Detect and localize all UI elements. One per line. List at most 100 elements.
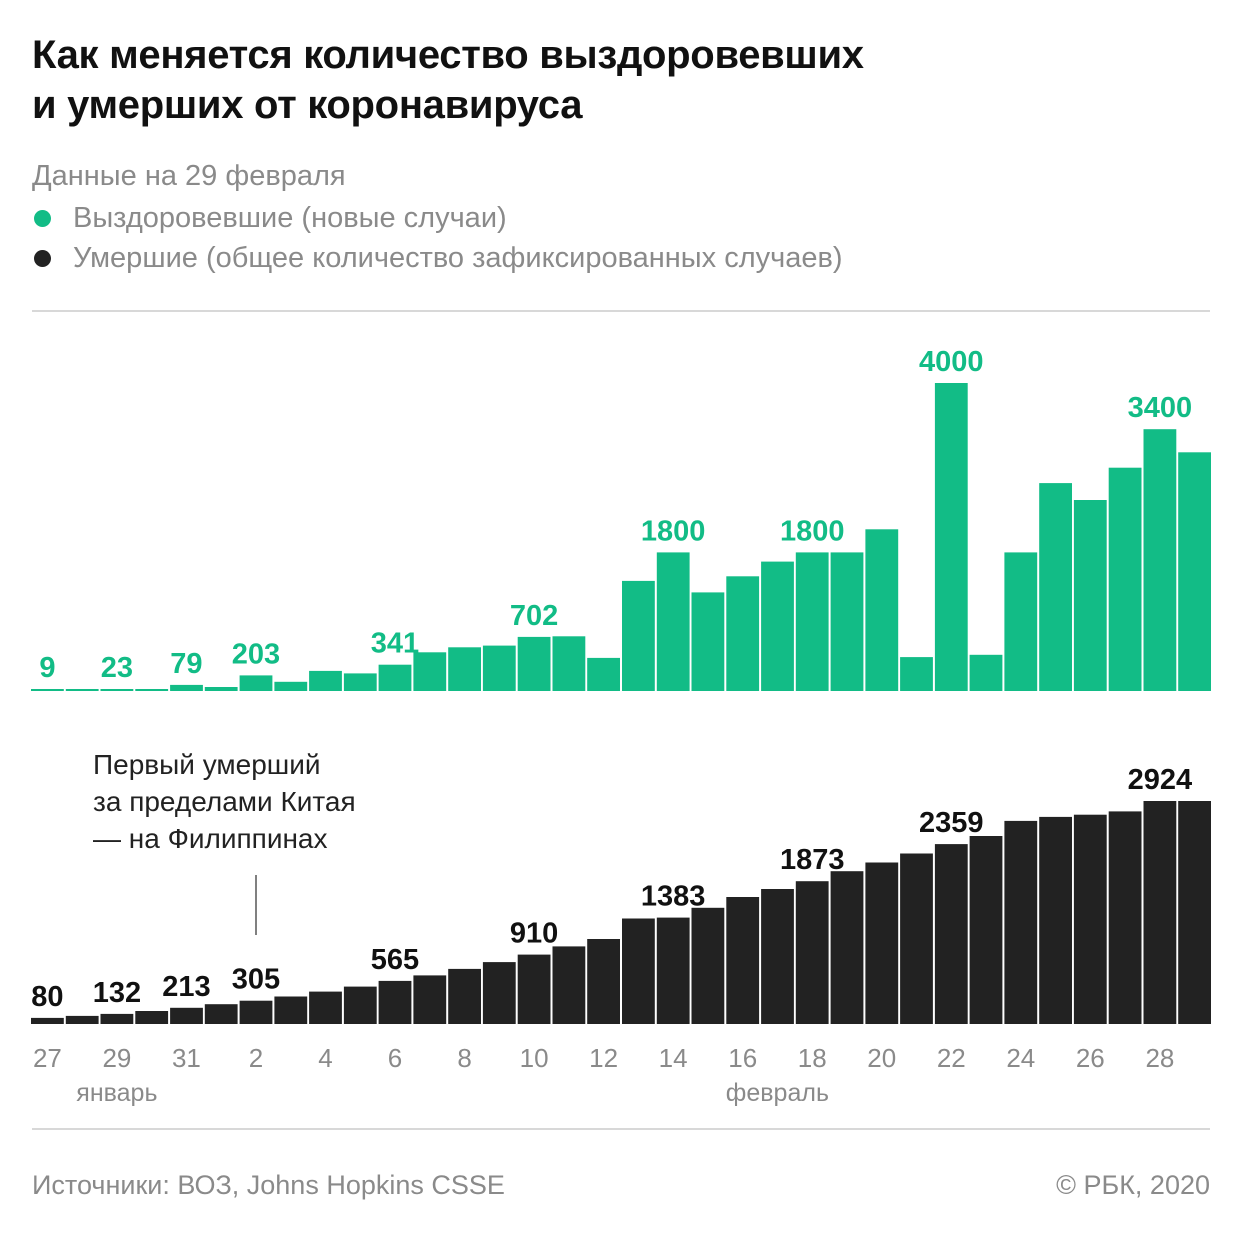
- data-label-recovered-22: 1800: [780, 515, 845, 547]
- bar-deaths-33: [1178, 801, 1211, 1024]
- bar-deaths-22: [795, 881, 829, 1024]
- bar-recovered-15: [552, 636, 586, 691]
- bar-deaths-14: [517, 954, 551, 1024]
- bar-recovered-4: [170, 684, 203, 691]
- legend-label-deaths: Умершие (общее количество зафиксированны…: [73, 241, 843, 274]
- bar-deaths-2: [100, 1013, 134, 1024]
- bar-recovered-31: [1108, 467, 1142, 691]
- data-label-recovered-2: 23: [101, 652, 133, 684]
- bar-recovered-10: [378, 664, 412, 691]
- bar-deaths-1: [65, 1015, 99, 1024]
- bottom-divider: [32, 1128, 1210, 1130]
- bar-recovered-25: [900, 657, 933, 691]
- legend-label-recovered: Выздоровевшие (новые случаи): [73, 201, 507, 234]
- data-label-deaths-0: 80: [31, 981, 63, 1013]
- bar-deaths-16: [587, 939, 620, 1024]
- x-tick-label-32: 28: [1145, 1043, 1174, 1073]
- x-tick-label-4: 31: [172, 1043, 201, 1073]
- data-label-recovered-10: 341: [371, 628, 419, 660]
- bar-deaths-18: [656, 917, 690, 1024]
- x-tick-label-30: 26: [1076, 1043, 1105, 1073]
- bar-deaths-7: [274, 996, 308, 1024]
- chart-title-line-2: и умерших от коронавируса: [32, 83, 583, 127]
- bar-recovered-17: [622, 580, 655, 691]
- bar-recovered-9: [343, 673, 377, 691]
- bar-deaths-32: [1143, 801, 1177, 1024]
- bar-recovered-16: [587, 657, 620, 691]
- bar-recovered-23: [830, 552, 864, 691]
- bar-deaths-30: [1073, 814, 1107, 1024]
- data-label-recovered-4: 79: [170, 648, 202, 680]
- bar-recovered-11: [413, 652, 447, 691]
- data-label-deaths-2: 132: [93, 977, 141, 1009]
- bar-deaths-8: [309, 991, 342, 1024]
- bar-recovered-14: [517, 636, 551, 691]
- copyright: © РБК, 2020: [1056, 1170, 1210, 1200]
- bar-deaths-6: [239, 1000, 273, 1024]
- bar-deaths-13: [482, 962, 516, 1024]
- bar-recovered-19: [691, 592, 725, 691]
- bar-recovered-2: [100, 689, 134, 691]
- bar-recovered-3: [135, 689, 169, 691]
- chart-title-line-1: Как меняется количество выздоровевших: [32, 33, 864, 77]
- bar-deaths-23: [830, 871, 864, 1024]
- x-tick-label-2: 29: [102, 1043, 131, 1073]
- data-label-recovered-6: 203: [232, 638, 280, 670]
- bar-recovered-21: [761, 561, 794, 691]
- x-tick-label-6: 2: [249, 1043, 263, 1073]
- month-label-2: январь: [76, 1079, 157, 1107]
- legend: Выздоровевшие (новые случаи) Умершие (об…: [32, 198, 843, 278]
- bar-deaths-27: [969, 836, 1003, 1024]
- bar-recovered-1: [65, 689, 99, 691]
- bar-deaths-20: [726, 897, 760, 1024]
- x-tick-label-26: 22: [937, 1043, 966, 1073]
- bar-deaths-5: [204, 1004, 238, 1024]
- chart-subtitle: Данные на 29 февраля: [32, 160, 346, 192]
- data-label-deaths-32: 2924: [1128, 764, 1193, 796]
- x-tick-label-16: 12: [589, 1043, 618, 1073]
- legend-dot-recovered: [34, 209, 51, 227]
- data-label-recovered-32: 3400: [1128, 392, 1193, 424]
- bar-recovered-0: [31, 689, 64, 691]
- bar-deaths-19: [691, 907, 725, 1024]
- bar-recovered-20: [726, 576, 760, 691]
- bar-recovered-27: [969, 654, 1003, 691]
- legend-dot-deaths: [34, 249, 51, 267]
- data-label-recovered-0: 9: [39, 652, 55, 684]
- bar-deaths-24: [865, 862, 899, 1024]
- bar-deaths-3: [135, 1011, 169, 1024]
- bar-recovered-13: [482, 645, 516, 691]
- bar-deaths-29: [1039, 816, 1072, 1024]
- chart-title: Как меняется количество выздоровевших и …: [32, 30, 1212, 130]
- top-divider: [32, 310, 1210, 312]
- bar-recovered-30: [1073, 500, 1107, 691]
- bar-recovered-12: [448, 647, 481, 691]
- bar-deaths-12: [448, 968, 481, 1024]
- bar-deaths-21: [761, 889, 794, 1024]
- bar-recovered-7: [274, 681, 308, 691]
- bar-recovered-6: [239, 675, 273, 691]
- x-tick-label-20: 16: [728, 1043, 757, 1073]
- bar-deaths-11: [413, 975, 447, 1024]
- x-tick-label-14: 10: [520, 1043, 549, 1073]
- x-tick-label-0: 27: [33, 1043, 62, 1073]
- x-tick-label-28: 24: [1006, 1043, 1035, 1073]
- x-tick-label-24: 20: [867, 1043, 896, 1073]
- bar-recovered-8: [309, 670, 342, 691]
- data-label-recovered-18: 1800: [641, 515, 706, 547]
- legend-item-deaths: Умершие (общее количество зафиксированны…: [32, 238, 843, 278]
- data-label-deaths-14: 910: [510, 918, 558, 950]
- data-label-deaths-4: 213: [162, 971, 210, 1003]
- x-tick-label-10: 6: [388, 1043, 402, 1073]
- bar-deaths-17: [622, 918, 655, 1024]
- data-label-recovered-26: 4000: [919, 346, 984, 378]
- bar-deaths-26: [934, 844, 968, 1024]
- bar-recovered-24: [865, 529, 899, 691]
- data-label-deaths-26: 2359: [919, 807, 984, 839]
- bar-deaths-10: [378, 980, 412, 1024]
- bar-deaths-25: [900, 853, 933, 1024]
- data-label-deaths-10: 565: [371, 944, 419, 976]
- bar-recovered-28: [1004, 552, 1038, 691]
- data-label-deaths-22: 1873: [780, 844, 845, 876]
- x-tick-label-22: 18: [798, 1043, 827, 1073]
